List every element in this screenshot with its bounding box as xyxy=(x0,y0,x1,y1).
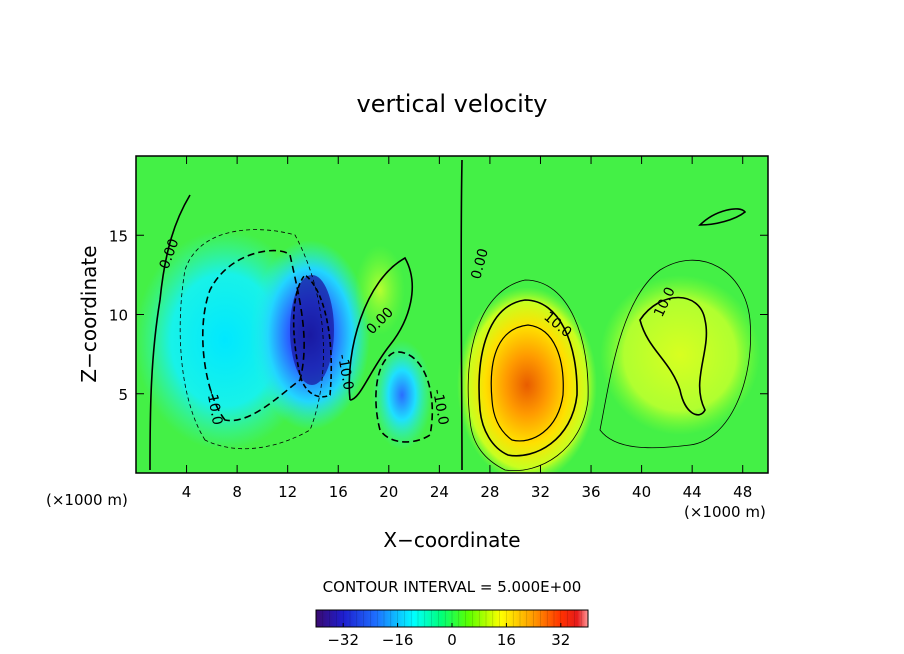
contour-neg10-left xyxy=(201,249,305,422)
downdraft-core-region xyxy=(290,275,334,385)
contour-plus10-right xyxy=(639,296,708,416)
x-tick-label: 16 xyxy=(329,483,348,501)
contour-plus15-main xyxy=(490,324,564,442)
contour-interval-text: CONTOUR INTERVAL = 5.000E+00 xyxy=(323,578,582,596)
updraft-right-region xyxy=(600,275,760,435)
contour-zero-left xyxy=(149,194,191,471)
x-axis-label: X−coordinate xyxy=(383,528,520,552)
y-tick-label: 10 xyxy=(109,307,128,325)
x-tick-label: 4 xyxy=(182,483,192,501)
x-tick-label: 36 xyxy=(581,483,600,501)
x-tick-label: 20 xyxy=(379,483,398,501)
downdraft-right-region xyxy=(372,340,432,450)
colorbar-ticks: −32 −16 0 16 32 xyxy=(322,610,582,649)
contour-label: -10.0 xyxy=(334,353,356,391)
colorbar-tick-label: −16 xyxy=(382,631,414,649)
x-tick-label: 48 xyxy=(733,483,752,501)
colorbar-tick-label: 0 xyxy=(447,631,457,649)
y-tick-label: 5 xyxy=(118,386,128,404)
x-tick-label: 32 xyxy=(531,483,550,501)
x-tick-label: 28 xyxy=(480,483,499,501)
x-unit-left: (×1000 m) xyxy=(46,491,128,509)
y-axis: 5 10 15 xyxy=(109,227,768,404)
chart-title: vertical velocity xyxy=(357,90,548,118)
x-tick-label: 44 xyxy=(683,483,702,501)
plot-area: 0.00 0.00 0.00 -10.0 -10.0 -10.0 10.0 10… xyxy=(136,156,768,473)
contour-zero-center xyxy=(460,159,463,471)
x-unit-right: (×1000 m) xyxy=(684,503,766,521)
colorbar-tick-label: −32 xyxy=(327,631,359,649)
x-tick-label: 24 xyxy=(430,483,449,501)
x-tick-label: 8 xyxy=(232,483,242,501)
contour-neg10-right xyxy=(375,351,434,443)
colorbar-tick-label: 16 xyxy=(497,631,516,649)
colorbar-tick-label: 32 xyxy=(551,631,570,649)
contour-label: 0.00 xyxy=(468,247,492,281)
y-axis-label: Z−coordinate xyxy=(77,245,101,382)
contour-neg-core xyxy=(292,273,333,398)
contour-label: -10.0 xyxy=(203,388,225,426)
contour-zero-mid xyxy=(348,256,413,401)
contour-plus10-main xyxy=(478,299,578,457)
contour-zero-upper-right xyxy=(698,208,747,226)
x-tick-label: 12 xyxy=(278,483,297,501)
updraft-main-region xyxy=(457,287,597,473)
contour-lines xyxy=(149,159,752,472)
contour-plus5-right xyxy=(599,259,752,449)
x-tick-label: 40 xyxy=(632,483,651,501)
contour-label: -10.0 xyxy=(429,388,451,426)
contour-neg5-left xyxy=(179,229,324,450)
y-tick-label: 15 xyxy=(109,227,128,245)
contour-plus5-main xyxy=(467,279,589,472)
x-axis: 4 8 12 16 20 24 28 32 36 40 44 48 xyxy=(182,156,752,501)
